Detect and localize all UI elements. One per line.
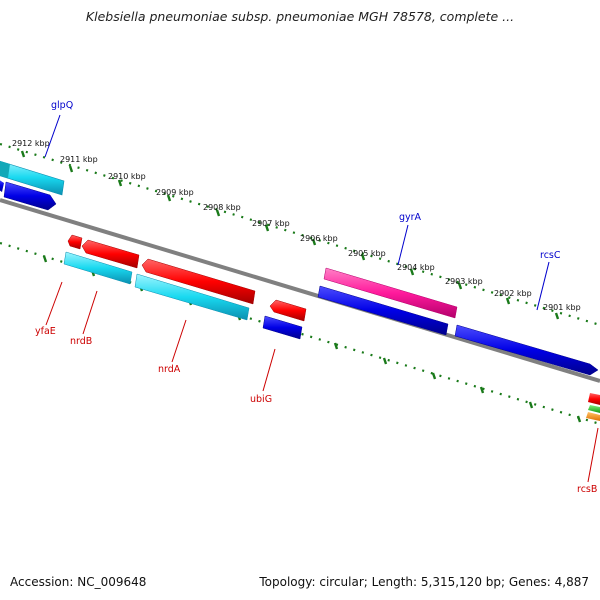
gene-yfae-feature (67, 234, 83, 250)
gene-ubig-feature (269, 299, 307, 322)
gene-callouts (44, 114, 599, 483)
reverse-strand-genes (63, 234, 600, 421)
gene-orange-feature (586, 412, 600, 421)
gene-label-yfae: yfaE (35, 326, 56, 337)
gene-label-rcsb: rcsB (577, 484, 597, 495)
kbp-label: 2910 kbp (108, 172, 146, 181)
gene-label-nrda: nrdA (158, 364, 181, 375)
gene-forward-feature (262, 315, 303, 340)
kbp-label: 2911 kbp (60, 155, 98, 164)
kbp-labels: 2912 kbp 2911 kbp 2910 kbp 2909 kbp 2908… (12, 139, 581, 312)
gene-green-feature (588, 405, 600, 413)
major-ticks-upper (20, 150, 560, 320)
gene-label-nrdb: nrdB (70, 336, 92, 347)
gene-forward-feature (0, 180, 4, 192)
gene-label-ubig: ubiG (250, 394, 272, 405)
kbp-label: 2903 kbp (445, 277, 483, 286)
kbp-label: 2906 kbp (300, 234, 338, 243)
gene-label-rcsc: rcsC (540, 250, 561, 261)
kbp-label: 2912 kbp (12, 139, 50, 148)
genome-summary-text: Topology: circular; Length: 5,315,120 bp… (259, 575, 589, 589)
gene-gyra-feature (317, 285, 449, 336)
genome-backbone (0, 198, 600, 383)
kbp-label: 2901 kbp (543, 303, 581, 312)
gene-labels: glpQ gyrA rcsC yfaE nrdB nrdA ubiG rcsB (35, 100, 597, 495)
kbp-label: 2905 kbp (348, 249, 386, 258)
gene-label-glpq: glpQ (51, 100, 73, 111)
kbp-label: 2907 kbp (252, 219, 290, 228)
kbp-label: 2904 kbp (397, 263, 435, 272)
gene-cyan-feature (134, 273, 250, 321)
gene-nrda-feature (141, 258, 256, 305)
gene-feature-edge (0, 161, 10, 178)
gene-rcsc-feature (454, 324, 599, 376)
gene-magenta-feature (323, 267, 458, 319)
map-title: Klebsiella pneumoniae subsp. pneumoniae … (85, 9, 515, 24)
gene-label-gyra: gyrA (399, 212, 422, 223)
gene-cyan-feature (63, 251, 133, 285)
gene-rcsb-feature (588, 393, 600, 405)
kbp-label: 2902 kbp (494, 289, 532, 298)
upper-tick-track (0, 142, 600, 327)
gene-forward-feature (3, 181, 57, 211)
gene-glpq-feature (0, 160, 65, 196)
accession-text: Accession: NC_009648 (10, 575, 147, 589)
forward-strand-genes (0, 180, 599, 376)
gene-nrdb-feature (81, 239, 140, 269)
kbp-label: 2908 kbp (203, 203, 241, 212)
kbp-label: 2909 kbp (156, 188, 194, 197)
